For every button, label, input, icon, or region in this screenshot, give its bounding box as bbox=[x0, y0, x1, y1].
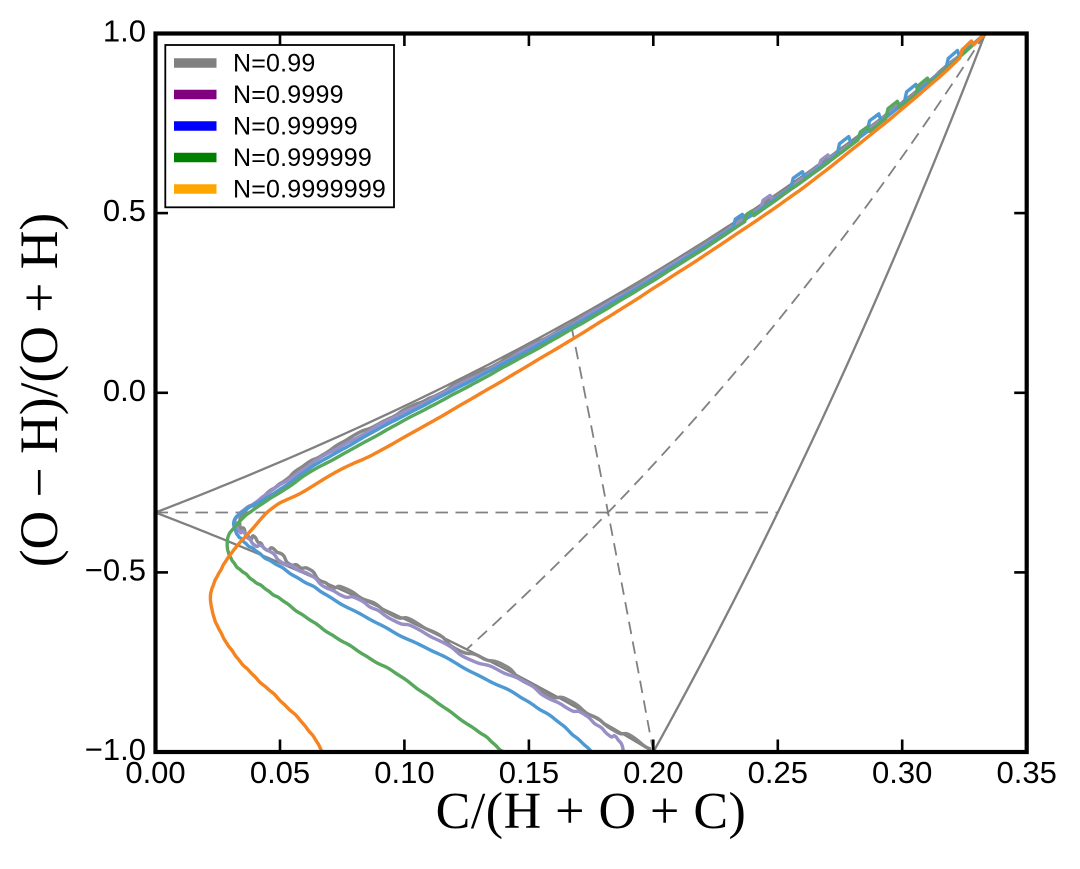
svg-text:−0.5: −0.5 bbox=[85, 552, 146, 587]
svg-text:N=0.999999: N=0.999999 bbox=[233, 144, 372, 172]
svg-text:0.0: 0.0 bbox=[103, 373, 146, 408]
svg-text:0.15: 0.15 bbox=[499, 755, 559, 790]
svg-text:C/(H + O + C): C/(H + O + C) bbox=[436, 783, 747, 840]
svg-text:N=0.99: N=0.99 bbox=[233, 50, 316, 78]
svg-text:(O − H)/(O + H): (O − H)/(O + H) bbox=[9, 213, 69, 568]
svg-text:0.10: 0.10 bbox=[374, 755, 434, 790]
svg-text:−1.0: −1.0 bbox=[85, 732, 146, 767]
svg-text:0.5: 0.5 bbox=[103, 193, 146, 228]
svg-text:N=0.9999: N=0.9999 bbox=[233, 81, 344, 109]
svg-text:0.25: 0.25 bbox=[748, 755, 808, 790]
svg-text:0.30: 0.30 bbox=[872, 755, 932, 790]
svg-text:1.0: 1.0 bbox=[103, 14, 146, 49]
svg-text:0.00: 0.00 bbox=[125, 755, 185, 790]
svg-text:N=0.99999: N=0.99999 bbox=[233, 113, 358, 141]
svg-text:0.20: 0.20 bbox=[623, 755, 683, 790]
svg-text:0.35: 0.35 bbox=[997, 755, 1057, 790]
svg-text:0.05: 0.05 bbox=[250, 755, 310, 790]
svg-text:N=0.9999999: N=0.9999999 bbox=[233, 176, 386, 204]
